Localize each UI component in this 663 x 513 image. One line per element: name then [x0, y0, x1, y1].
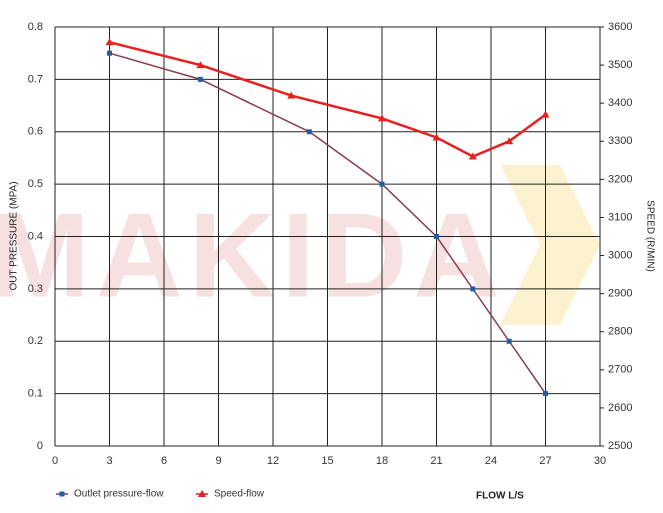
y2-axis-title: SPEED (R/MIN) — [644, 200, 655, 272]
x-tick-label: 3 — [106, 455, 112, 467]
y2-tick-label: 3200 — [608, 173, 632, 185]
x-tick-label: 12 — [267, 455, 279, 467]
data-point — [379, 181, 385, 187]
series-line — [109, 52, 547, 395]
data-point — [306, 129, 312, 135]
y2-tick-label: 3500 — [608, 59, 632, 71]
x-tick-label: 21 — [430, 455, 442, 467]
y2-tick-label: 2700 — [608, 364, 632, 376]
data-point — [196, 61, 205, 69]
legend-label: Outlet pressure-flow — [74, 489, 164, 500]
y2-tick-label: 2500 — [608, 440, 632, 452]
y-tick-label: 0.4 — [28, 230, 43, 242]
data-point — [287, 91, 296, 99]
x-axis-title: FLOW L/S — [476, 491, 524, 502]
data-point — [506, 338, 512, 344]
y-tick-label: 0.3 — [28, 283, 43, 295]
watermark: MAKIDA — [0, 189, 506, 323]
y-tick-label: 0.5 — [28, 178, 43, 190]
y2-tick-label: 3600 — [608, 21, 632, 33]
y2-tick-label: 2900 — [608, 288, 632, 300]
y2-tick-label: 3000 — [608, 249, 632, 261]
y-axis-title: OUT PRESSURE (MPA) — [9, 181, 20, 290]
y2-tick-label: 3400 — [608, 97, 632, 109]
data-point — [468, 152, 477, 160]
y2-tick-label: 2800 — [608, 326, 632, 338]
legend-marker — [198, 490, 206, 497]
legend-marker — [59, 491, 65, 497]
data-point — [107, 50, 112, 56]
x-tick-label: 9 — [215, 455, 221, 467]
data-point — [378, 114, 386, 122]
y-tick-label: 0.1 — [28, 388, 43, 400]
y-tick-label: 0.7 — [28, 73, 43, 85]
legend-label: Speed-flow — [214, 489, 265, 500]
data-point — [505, 137, 514, 145]
data-point — [541, 110, 550, 118]
x-tick-label: 18 — [376, 455, 388, 467]
x-tick-label: 0 — [52, 455, 58, 467]
series-line — [109, 41, 547, 158]
x-tick-label: 24 — [485, 455, 497, 467]
y-tick-label: 0.2 — [28, 335, 43, 347]
y-tick-label: 0.8 — [28, 21, 43, 33]
x-tick-label: 15 — [321, 455, 333, 467]
x-tick-label: 27 — [539, 455, 551, 467]
data-point — [105, 38, 114, 46]
data-point — [543, 391, 548, 397]
x-tick-label: 6 — [161, 455, 167, 467]
data-point — [434, 234, 439, 239]
y2-tick-label: 2600 — [608, 402, 632, 414]
x-tick-label: 30 — [594, 455, 606, 467]
data-point — [470, 286, 476, 292]
data-point — [432, 133, 441, 141]
data-point — [197, 76, 203, 82]
watermark-arrow — [500, 165, 600, 325]
y2-tick-label: 3300 — [608, 135, 632, 147]
y-tick-label: 0.6 — [28, 126, 43, 138]
y2-tick-label: 3100 — [608, 211, 632, 223]
y-tick-label: 0 — [37, 440, 43, 452]
